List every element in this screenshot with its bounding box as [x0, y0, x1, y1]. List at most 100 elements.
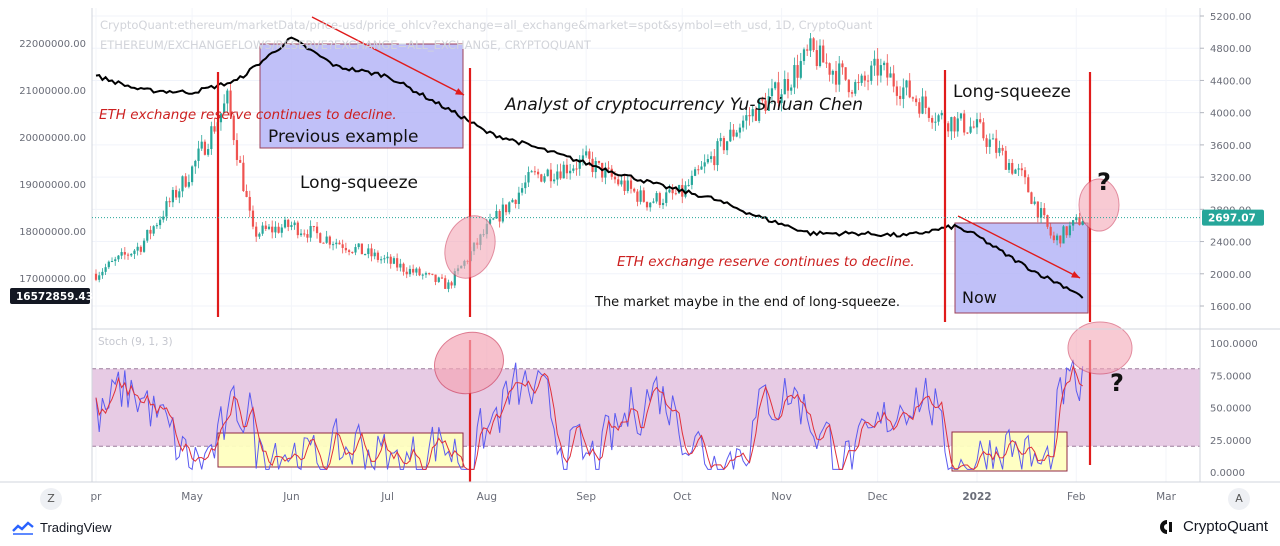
candle-body	[770, 88, 774, 97]
candle-body	[604, 167, 607, 178]
tradingview-brand[interactable]: TradingView	[12, 520, 112, 535]
candle-body	[428, 273, 431, 275]
candle-body	[498, 210, 501, 222]
candle-body	[114, 259, 117, 262]
candle-body	[889, 73, 892, 78]
candle-body	[998, 147, 1001, 153]
candle-body	[834, 70, 838, 85]
candle-body	[1004, 150, 1007, 170]
stoch-tick-label: 0.0000	[1210, 468, 1245, 479]
reserve-tick-label: 22000000.00	[19, 39, 86, 50]
candle-body	[501, 204, 504, 222]
candle-body	[123, 252, 126, 255]
reserve-tick-label: 17000000.00	[19, 274, 86, 285]
time-tick-label: pr	[91, 491, 103, 503]
candle-body	[633, 188, 636, 192]
candle-body	[882, 62, 886, 66]
candle-body	[319, 233, 322, 243]
candle-body	[130, 253, 133, 256]
candle-body	[639, 190, 642, 202]
candle-body	[1075, 217, 1078, 221]
candle-body	[171, 189, 174, 203]
candle-body	[709, 156, 713, 160]
candle-body	[806, 49, 809, 51]
candle-body	[777, 82, 780, 104]
time-tick-label: Jul	[380, 491, 394, 503]
candle-body	[1065, 226, 1068, 236]
candle-body	[408, 268, 412, 275]
candle-body	[841, 63, 844, 68]
candle-body	[687, 184, 690, 186]
candle-body	[245, 190, 248, 197]
candle-body	[520, 188, 524, 193]
candle-body	[940, 112, 943, 116]
candle-body	[1033, 201, 1036, 204]
candle-body	[530, 171, 533, 173]
candle-body	[344, 247, 347, 251]
cryptoquant-label: CryptoQuant	[1182, 518, 1268, 535]
candle-body	[299, 233, 303, 236]
candle-body	[508, 202, 511, 213]
candle-body	[796, 65, 799, 78]
reserve-tick-label: 20000000.00	[19, 133, 86, 144]
candle-body	[431, 273, 434, 275]
decline-arrow-2-head	[1071, 271, 1080, 278]
candle-body	[828, 63, 831, 75]
now-box	[954, 222, 1089, 314]
candle-body	[274, 226, 277, 233]
candle-body	[693, 169, 697, 176]
reserve-tick-label: 18000000.00	[19, 227, 86, 238]
candle-body	[447, 282, 450, 289]
candle-body	[187, 182, 191, 187]
candle-body	[347, 250, 351, 252]
candle-body	[331, 244, 335, 246]
candle-body	[264, 225, 267, 229]
cryptoquant-brand[interactable]: CryptoQuant	[1159, 518, 1268, 535]
candle-body	[623, 180, 626, 192]
candle-body	[562, 164, 565, 179]
candle-body	[527, 172, 530, 183]
zoom-button[interactable]: Z	[40, 488, 62, 510]
candle-body	[168, 201, 171, 203]
candle-body	[1078, 217, 1081, 226]
candle-body	[953, 117, 956, 132]
candle-body	[165, 201, 168, 217]
candle-body	[902, 87, 905, 99]
price-tick-label: 3200.00	[1210, 173, 1251, 184]
price-tick-label: 2000.00	[1210, 270, 1251, 281]
time-tick-label: Nov	[771, 491, 792, 503]
candle-body	[569, 170, 572, 174]
candle-body	[207, 149, 210, 155]
candle-body	[982, 122, 985, 139]
candle-body	[847, 79, 850, 93]
candle-body	[876, 58, 879, 76]
candle-body	[325, 236, 328, 243]
candle-body	[886, 62, 889, 78]
candle-body	[415, 268, 418, 273]
price-tick-label: 1600.00	[1210, 302, 1251, 313]
candle-body	[905, 80, 908, 88]
candle-body	[315, 226, 319, 234]
decline-arrow-2	[957, 215, 1081, 279]
candle-body	[629, 180, 633, 189]
candle-body	[735, 132, 738, 137]
candle-body	[107, 261, 110, 268]
candle-body	[617, 179, 620, 185]
stochastic-lines	[95, 359, 1084, 471]
candle-body	[543, 176, 546, 182]
auto-scale-button[interactable]: A	[1228, 488, 1250, 510]
candle-body	[895, 86, 898, 96]
candle-body	[255, 226, 258, 237]
candle-body	[729, 129, 732, 142]
candle-body	[677, 185, 681, 194]
candle-body	[312, 226, 315, 228]
candle-body	[287, 219, 290, 227]
stoch-tick-label: 75.0000	[1210, 371, 1251, 382]
candle-body	[341, 244, 344, 248]
candle-body	[1036, 201, 1039, 218]
candle-body	[1059, 235, 1062, 244]
candle-body	[248, 196, 251, 211]
candle-body	[863, 75, 866, 81]
candle-body	[793, 65, 796, 88]
